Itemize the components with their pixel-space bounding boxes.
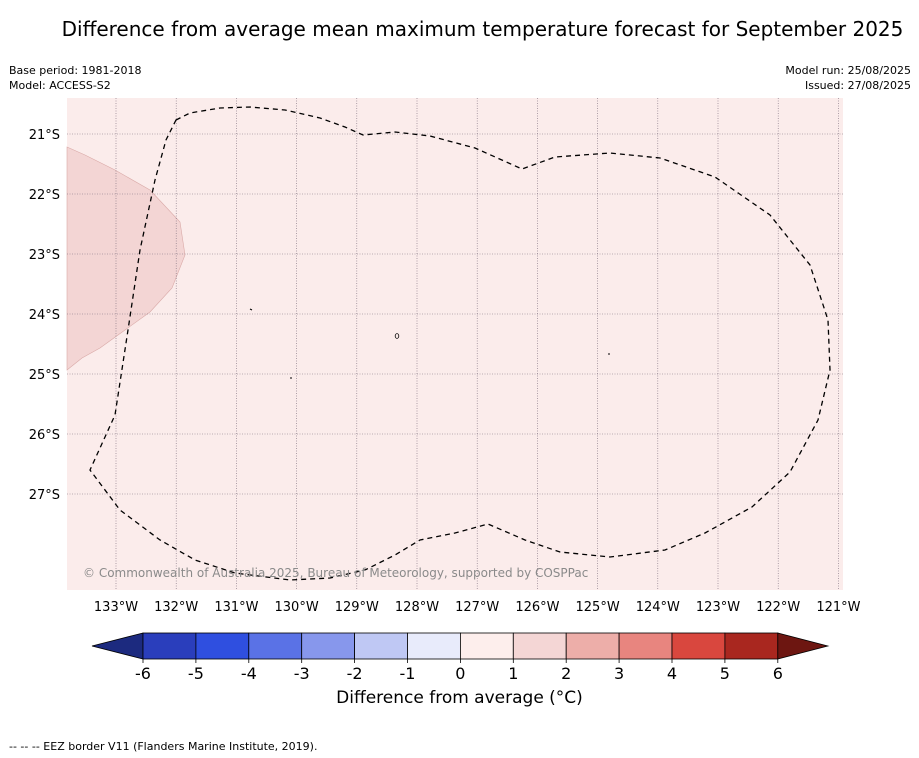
- colorbar-tick-label: -4: [241, 664, 257, 680]
- eez-footnote: -- -- -- EEZ border V11 (Flanders Marine…: [9, 740, 318, 753]
- lat-label: 21°S: [29, 128, 60, 143]
- colorbar-box: [301, 632, 356, 660]
- lat-label: 25°S: [29, 368, 60, 383]
- lon-label: 128°W: [395, 600, 439, 615]
- lat-label: 24°S: [29, 308, 60, 323]
- model-name: Model: ACCESS-S2: [9, 79, 111, 92]
- chart-title: Difference from average mean maximum tem…: [61, 17, 904, 41]
- colorbar-tick-label: 3: [614, 664, 624, 680]
- lon-label: 122°W: [756, 600, 800, 615]
- graticule: [67, 98, 843, 590]
- colorbar: -6 -5 -4 -3 -2 -1 0 1 2 3 4 5 6: [91, 632, 830, 680]
- lon-label: 132°W: [154, 600, 198, 615]
- colorbar-box: [195, 632, 250, 660]
- meta-right: Model run: 25/08/2025 Issued: 27/08/2025: [785, 63, 911, 93]
- colorbar-box: [618, 632, 673, 660]
- colorbar-tick-label: -2: [347, 664, 363, 680]
- lat-label: 26°S: [29, 428, 60, 443]
- meta-left: Base period: 1981-2018 Model: ACCESS-S2: [9, 63, 141, 93]
- lon-label: 121°W: [816, 600, 860, 615]
- model-run: Model run: 25/08/2025: [785, 64, 911, 77]
- lon-label: 130°W: [275, 600, 319, 615]
- colorbar-box: [248, 632, 303, 660]
- lon-label: 124°W: [636, 600, 680, 615]
- issued-date: Issued: 27/08/2025: [804, 79, 911, 92]
- island-mark: [249, 308, 253, 311]
- colorbar-tick-label: -3: [294, 664, 310, 680]
- lon-label: 125°W: [576, 600, 620, 615]
- colorbar-box: [512, 632, 567, 660]
- base-period: Base period: 1981-2018: [9, 64, 142, 77]
- colorbar-tick-label: 6: [773, 664, 783, 680]
- lon-label: 133°W: [94, 600, 138, 615]
- lon-label: 131°W: [214, 600, 258, 615]
- eez-border: [89, 106, 831, 581]
- colorbar-box: [671, 632, 726, 660]
- colorbar-extend-low: [91, 632, 144, 660]
- warm-anomaly-patch: [66, 146, 186, 371]
- map: © Commonwealth of Australia 2025, Bureau…: [29, 98, 861, 615]
- lat-label: 23°S: [29, 248, 60, 263]
- lat-label: 22°S: [29, 188, 60, 203]
- colorbar-box: [354, 632, 408, 660]
- lat-label: 27°S: [29, 488, 60, 503]
- colorbar-tick-label: 1: [508, 664, 518, 680]
- colorbar-extend-high: [777, 632, 830, 660]
- lon-label: 127°W: [455, 600, 499, 615]
- colorbar-tick-label: 4: [667, 664, 677, 680]
- colorbar-tick-label: 2: [561, 664, 571, 680]
- colorbar-tick-label: 5: [720, 664, 730, 680]
- island-mark: [394, 333, 400, 339]
- colorbar-box: [565, 632, 620, 660]
- colorbar-tick-label: -5: [188, 664, 204, 680]
- lon-label: 129°W: [335, 600, 379, 615]
- colorbar-box: [407, 632, 461, 660]
- colorbar-tick-label: -1: [400, 664, 416, 680]
- colorbar-tick-label: -6: [135, 664, 151, 680]
- colorbar-ticks: -6 -5 -4 -3 -2 -1 0 1 2 3 4 5 6: [135, 659, 783, 680]
- copyright-text: © Commonwealth of Australia 2025, Bureau…: [83, 566, 588, 580]
- colorbar-tick-label: 0: [455, 664, 465, 680]
- map-background: [67, 98, 843, 590]
- colorbar-box: [724, 632, 779, 660]
- latitude-labels: 21°S 22°S 23°S 24°S 25°S 26°S 27°S: [29, 128, 60, 503]
- lon-label: 126°W: [515, 600, 559, 615]
- islands: [249, 308, 610, 379]
- colorbar-label: Difference from average (°C): [336, 688, 583, 708]
- colorbar-boxes: [91, 632, 830, 660]
- lon-label: 123°W: [696, 600, 740, 615]
- colorbar-box: [459, 632, 514, 660]
- colorbar-box: [142, 632, 197, 660]
- longitude-labels: 133°W 132°W 131°W 130°W 129°W 128°W 127°W 126°W…: [94, 600, 861, 615]
